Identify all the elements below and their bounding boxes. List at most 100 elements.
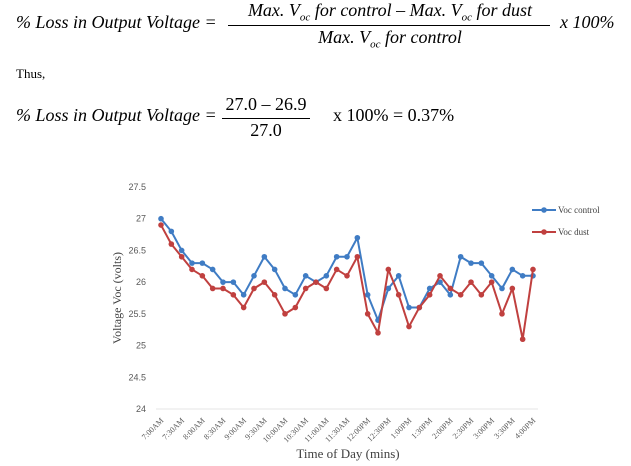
data-point — [499, 285, 505, 292]
data-point — [323, 285, 330, 292]
data-point — [251, 285, 257, 292]
data-point — [416, 304, 423, 311]
x-tick-label: 8:00AM — [181, 416, 207, 442]
data-point — [519, 336, 526, 343]
data-point — [437, 273, 443, 279]
series-line — [160, 224, 534, 341]
data-point — [344, 273, 350, 279]
data-point — [447, 285, 454, 292]
x-tick-label: 1:30PM — [409, 416, 434, 441]
data-point — [168, 228, 175, 235]
calc-denominator: 27.0 — [250, 120, 282, 140]
data-point — [220, 285, 226, 292]
y-tick-label: 25 — [136, 341, 146, 351]
y-tick-label: 25.5 — [128, 309, 146, 319]
y-tick-label: 27.5 — [128, 182, 146, 192]
series-layer — [158, 215, 536, 343]
formula-numerator: Max. Voc for control – Max. Voc for dust — [230, 0, 550, 24]
data-point — [468, 279, 474, 285]
data-point — [199, 260, 206, 266]
calc-lhs: % Loss in Output Voltage = — [16, 105, 217, 125]
multiplier-text: x 100% — [560, 12, 615, 32]
x-tick-label: 9:00AM — [223, 416, 249, 442]
y-tick-label: 24.5 — [128, 372, 146, 382]
numerator-b: Max. V — [409, 0, 462, 20]
formula-multiplier: x 100% — [560, 12, 614, 33]
data-point — [178, 253, 185, 260]
data-point — [333, 253, 340, 260]
data-point — [354, 234, 361, 241]
data-point — [230, 292, 237, 298]
x-tick-label: 1:00PM — [389, 416, 414, 441]
data-point — [209, 266, 216, 273]
x-tick-label: 8:30AM — [202, 416, 228, 442]
data-point — [168, 241, 175, 247]
data-point — [385, 266, 392, 273]
data-point — [230, 279, 237, 285]
data-point — [292, 304, 299, 311]
data-point — [261, 253, 268, 260]
numerator-b-sub: oc — [461, 11, 473, 24]
data-point — [447, 292, 454, 298]
legend: Voc control Voc dust — [532, 205, 600, 237]
data-point — [240, 292, 247, 298]
numerator-a-rest: for control – — [314, 0, 406, 20]
y-tick-label: 26 — [136, 277, 146, 287]
legend-marker — [541, 229, 547, 235]
thus-label: Thus, — [16, 66, 46, 81]
denominator: Max. V — [318, 27, 371, 47]
series-voc-control — [158, 215, 536, 324]
data-point — [509, 266, 516, 273]
data-point — [406, 323, 412, 330]
data-point — [426, 285, 433, 292]
data-point — [189, 266, 195, 273]
y-axis-ticks: 24 24.5 25 25.5 26 26.5 27 27.5 — [128, 182, 146, 414]
x-tick-label: 4:00PM — [513, 416, 538, 441]
data-point — [395, 292, 402, 298]
data-point — [189, 260, 195, 266]
numerator-b-rest: for dust — [476, 0, 533, 20]
data-point — [261, 279, 268, 285]
data-point — [199, 273, 206, 279]
formula-denominator: Max. Voc for control — [230, 27, 550, 51]
numerator-a-sub: oc — [299, 11, 311, 24]
calc-fraction-line — [222, 118, 310, 119]
data-point — [178, 247, 185, 254]
data-point — [406, 304, 412, 311]
numerator-a: Max. V — [247, 0, 300, 20]
data-point — [251, 273, 257, 279]
data-point — [158, 215, 164, 222]
data-point — [375, 330, 381, 336]
data-point — [271, 266, 278, 273]
data-point — [292, 292, 299, 298]
calc-numerator: 27.0 – 26.9 — [225, 94, 307, 114]
data-point — [509, 285, 516, 292]
data-point — [302, 273, 309, 279]
data-point — [240, 304, 247, 311]
data-point — [313, 279, 319, 285]
data-point — [478, 292, 485, 298]
data-point — [457, 292, 464, 298]
data-point — [437, 279, 443, 285]
legend-label: Voc dust — [558, 227, 590, 237]
x-tick-label: 7:30AM — [161, 416, 187, 442]
data-point — [385, 285, 392, 292]
data-point — [519, 273, 526, 279]
series-line — [160, 218, 533, 322]
y-tick-label: 24 — [136, 404, 146, 414]
data-point — [354, 253, 361, 260]
formula-fraction-line — [228, 25, 550, 26]
data-point — [499, 311, 505, 317]
data-point — [395, 273, 402, 279]
legend-marker — [541, 207, 547, 213]
legend-label: Voc control — [558, 205, 600, 215]
x-tick-label: 3:30PM — [492, 416, 517, 441]
data-point — [220, 279, 226, 285]
data-point — [271, 292, 278, 298]
data-point — [209, 285, 216, 292]
x-tick-label: 2:00PM — [430, 416, 455, 441]
y-tick-label: 26.5 — [128, 245, 146, 255]
formula-lhs: % Loss in Output Voltage = — [16, 12, 217, 32]
x-tick-label: 2:30PM — [451, 416, 476, 441]
data-point — [333, 266, 340, 273]
